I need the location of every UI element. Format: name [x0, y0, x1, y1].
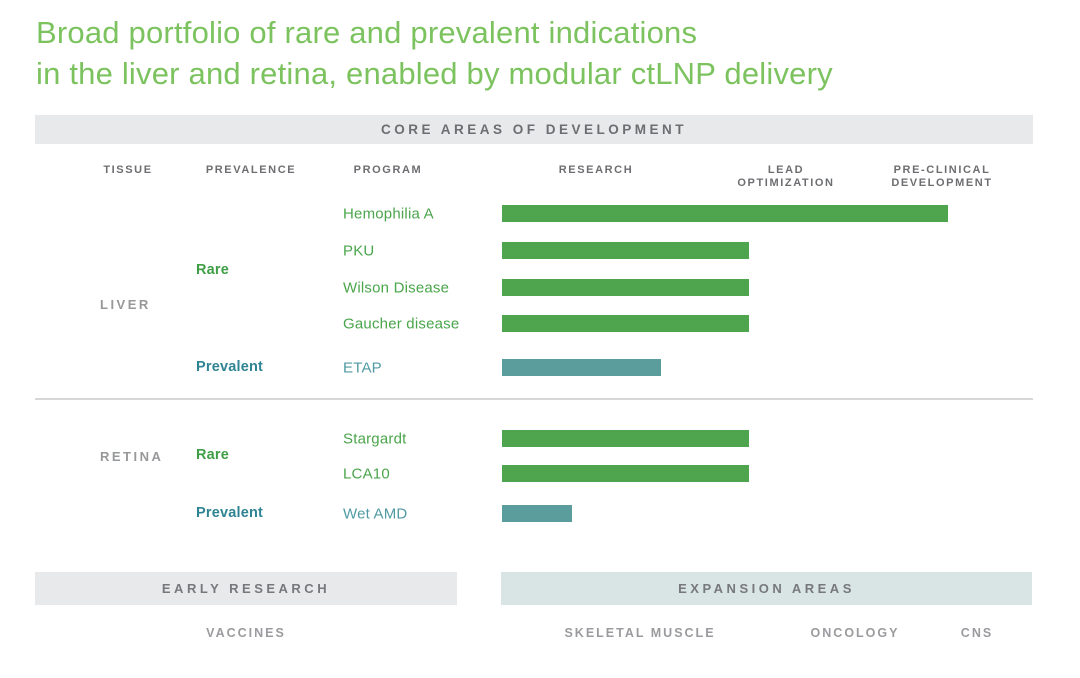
program-label: Wilson Disease [343, 279, 450, 296]
program-row: LCA10 [0, 465, 1080, 482]
expansion-item-skeletal-muscle: SKELETAL MUSCLE [564, 626, 716, 640]
core-areas-banner-label: CORE AREAS OF DEVELOPMENT [380, 122, 688, 137]
program-label: Hemophilia A [343, 205, 434, 222]
column-header-preclinical-development: PRE-CLINICAL DEVELOPMENT [891, 164, 993, 189]
program-progress-bar [502, 430, 749, 447]
program-row: Wet AMD [0, 505, 1080, 522]
tissue-label-liver: LIVER [100, 297, 151, 312]
prevalence-label-rare-liver: Rare [196, 262, 230, 278]
program-row: ETAP [0, 359, 1080, 376]
slide-title-line1: Broad portfolio of rare and prevalent in… [36, 15, 698, 50]
column-header-prevalence: PREVALENCE [205, 164, 297, 176]
expansion-item-cns: CNS [960, 626, 994, 640]
column-header-research: RESEARCH [558, 164, 634, 176]
program-label: ETAP [343, 359, 382, 376]
prevalence-label-rare-retina: Rare [196, 447, 230, 463]
early-research-banner-label: EARLY RESEARCH [161, 581, 331, 596]
column-header-program: PROGRAM [353, 164, 423, 176]
program-label: LCA10 [343, 465, 390, 482]
program-label: PKU [343, 242, 375, 259]
column-header-tissue: TISSUE [103, 164, 153, 176]
program-label: Wet AMD [343, 505, 408, 522]
column-header-lead-optimization: LEAD OPTIMIZATION [737, 164, 835, 189]
slide-title-line2: in the liver and retina, enabled by modu… [36, 56, 833, 91]
early-research-item-vaccines: VACCINES [206, 626, 286, 640]
expansion-areas-banner-label: EXPANSION AREAS [678, 581, 855, 596]
expansion-item-oncology: ONCOLOGY [810, 626, 900, 640]
prevalence-label-prevalent-retina: Prevalent [196, 505, 264, 521]
early-research-banner: EARLY RESEARCH [35, 572, 457, 605]
program-label: Gaucher disease [343, 315, 460, 332]
slide-title: Broad portfolio of rare and prevalent in… [36, 12, 833, 94]
expansion-areas-banner: EXPANSION AREAS [501, 572, 1032, 605]
prevalence-label-prevalent-liver: Prevalent [196, 359, 264, 375]
program-progress-bar [502, 279, 749, 296]
program-row: Stargardt [0, 430, 1080, 447]
program-row: PKU [0, 242, 1080, 259]
core-areas-banner: CORE AREAS OF DEVELOPMENT [35, 115, 1033, 144]
program-label: Stargardt [343, 430, 407, 447]
tissue-section-divider [35, 398, 1033, 400]
program-progress-bar [502, 315, 749, 332]
program-progress-bar [502, 205, 948, 222]
program-row: Hemophilia A [0, 205, 1080, 222]
tissue-label-retina: RETINA [100, 449, 164, 464]
program-row: Wilson Disease [0, 279, 1080, 296]
program-progress-bar [502, 465, 749, 482]
program-progress-bar [502, 242, 749, 259]
program-progress-bar [502, 505, 572, 522]
program-row: Gaucher disease [0, 315, 1080, 332]
program-progress-bar [502, 359, 661, 376]
